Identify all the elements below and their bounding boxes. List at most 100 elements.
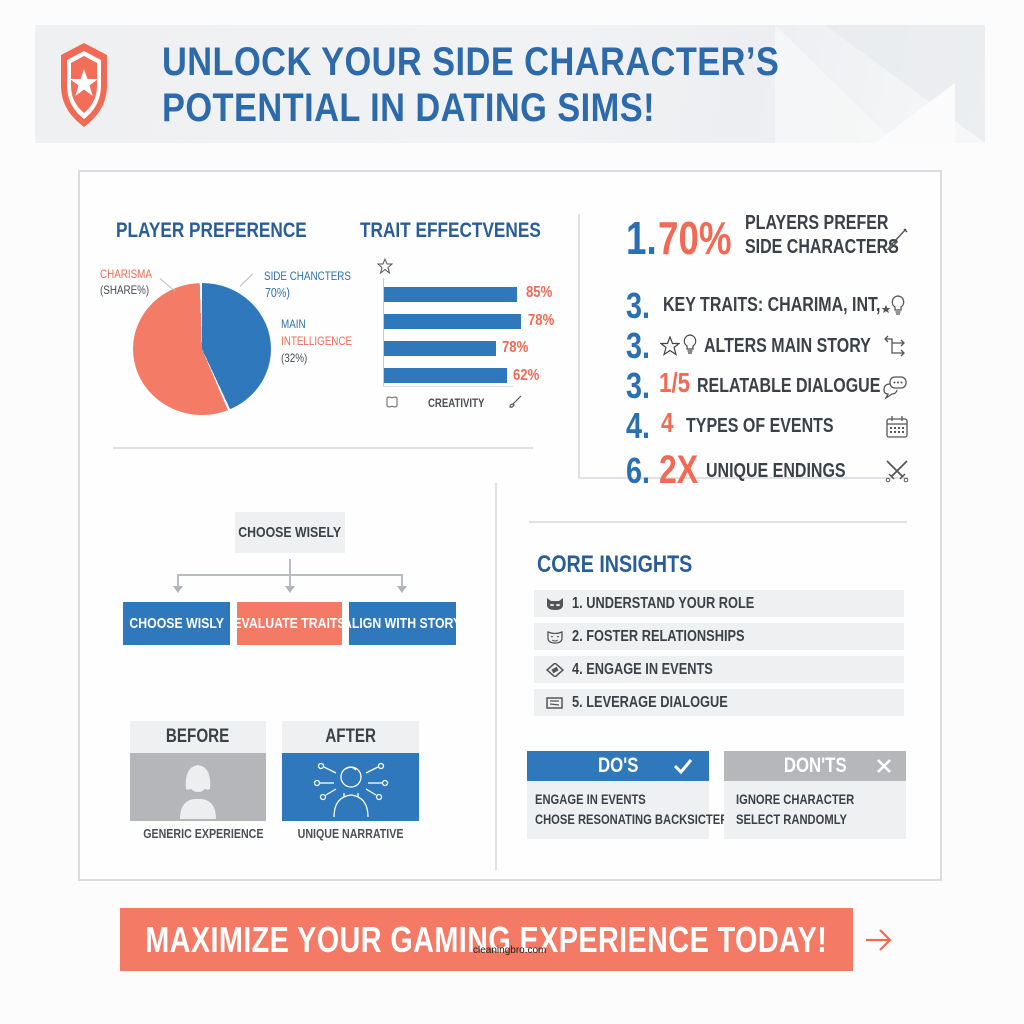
divider-vertical-bottom — [495, 483, 497, 870]
arrow-down-icon — [173, 586, 183, 593]
core-insights-title: CORE INSIGHTS — [537, 551, 693, 578]
before-image — [130, 753, 266, 821]
star-lightbulb-icon — [881, 295, 905, 315]
bar-1-value: 85% — [526, 284, 553, 301]
pie-label-intelligence: INTELLIGENCE — [281, 334, 353, 348]
pie-label-side: SIDE CHANCTERS — [264, 269, 351, 283]
flow-node-label: ALIGN WITH STORY — [343, 615, 462, 632]
arrow-down-icon — [397, 586, 407, 593]
after-title: AFTER — [282, 721, 419, 753]
generic-person-icon — [180, 765, 216, 819]
mask-icon — [547, 597, 563, 610]
unique-person-network-icon — [313, 762, 389, 818]
pie-label-main: MAIN — [281, 317, 306, 331]
bar-chart-x-label: CREATIVITY — [428, 396, 485, 410]
divider-horizontal-left — [113, 447, 533, 449]
donts-header: DON'TS — [724, 751, 906, 781]
stat-5-number: 4. — [626, 405, 651, 446]
dos-title: DO'S — [597, 754, 639, 777]
donts-body: IGNORE CHARACTER SELECT RANDOMLY — [724, 781, 906, 839]
divider-vertical-top — [578, 214, 580, 478]
bar-4 — [384, 368, 507, 383]
theater-mask-icon — [547, 630, 563, 644]
pie-label-charisma-value: (SHARE%) — [100, 283, 150, 297]
dos-item: ENGAGE IN EVENTS — [535, 791, 646, 807]
bar-2 — [384, 314, 521, 329]
dos-body: ENGAGE IN EVENTS CHOSE RESONATING BACKSI… — [527, 781, 736, 839]
dos-item: CHOSE RESONATING BACKSICTERS — [535, 811, 736, 827]
donts-card: DON'TS IGNORE CHARACTER SELECT RANDOMLY — [724, 751, 906, 839]
dos-card: DO'S ENGAGE IN EVENTS CHOSE RESONATING B… — [527, 751, 736, 839]
dialogue-card-icon — [546, 696, 563, 709]
donts-item: SELECT RANDOMLY — [736, 811, 847, 827]
insight-item: 2. FOSTER RELATIONSHIPS — [534, 623, 904, 650]
divider-horizontal-right — [529, 521, 907, 523]
scroll-icon — [386, 396, 398, 408]
arrow-down-icon — [285, 586, 295, 593]
chat-bubbles-icon — [883, 376, 907, 400]
stat-4-accent: 1/5 — [659, 367, 691, 398]
flow-connector — [289, 559, 291, 574]
stat-6-text: UNIQUE ENDINGS — [706, 460, 846, 482]
stat-1-text-line1: PLAYERS PREFER — [745, 212, 889, 234]
insight-label: 1. UNDERSTAND YOUR ROLE — [572, 594, 755, 612]
before-title: BEFORE — [130, 721, 266, 753]
bar-3 — [384, 341, 496, 356]
bar-chart-x-axis — [383, 386, 513, 387]
player-preference-title: PLAYER PREFERENCE — [116, 219, 307, 242]
after-card: AFTER — [282, 721, 419, 821]
cta-button[interactable]: MAXIMIZE YOUR GAMING EXPERIENCE TODAY! — [120, 908, 853, 971]
dos-header: DO'S — [527, 751, 709, 781]
star-outline-icon — [377, 258, 393, 274]
title-line-2: POTENTIAL IN DATING SIMS! — [162, 86, 655, 130]
bar-1 — [384, 287, 517, 302]
brush-icon — [885, 228, 908, 251]
cta-label: MAXIMIZE YOUR GAMING EXPERIENCE TODAY! — [145, 918, 828, 960]
ticket-icon — [546, 662, 564, 677]
close-x-icon — [877, 759, 891, 773]
bar-chart-y-axis — [383, 278, 384, 386]
insight-item: 5. LEVERAGE DIALOGUE — [534, 689, 904, 716]
flow-root-label: CHOOSE WISELY — [238, 524, 342, 541]
flow-node-label: EVALUATE TRAITS — [233, 615, 346, 632]
arrow-right-icon[interactable] — [862, 920, 894, 960]
branch-arrows-icon — [884, 335, 905, 357]
stat-1-text-line2: SIDE CHARACTERS — [745, 236, 899, 258]
bar-2-value: 78% — [528, 312, 555, 329]
stat-1-accent: 70% — [658, 212, 732, 264]
stat-2-text: KEY TRAITS: CHARIMA, INT, — [663, 294, 881, 316]
title-line-1: UNLOCK YOUR SIDE CHARACTER’S — [162, 40, 780, 84]
before-card: BEFORE — [130, 721, 266, 821]
stat-2-number: 3. — [626, 285, 651, 326]
stat-4-number: 3. — [626, 365, 651, 406]
donts-title: DON'TS — [783, 754, 847, 777]
before-caption: GENERIC EXPERIENCE — [143, 826, 264, 841]
pie-label-charisma: CHARISMA — [100, 267, 152, 281]
flow-connector — [177, 574, 179, 586]
flow-node-choose: CHOOSE WISLY — [123, 602, 230, 645]
divider-horizontal-right-top — [578, 477, 908, 479]
stat-3-number: 3. — [626, 325, 651, 366]
trait-effectiveness-title: TRAIT EFFECTVENES — [360, 219, 541, 242]
stat-5-accent: 4 — [661, 407, 674, 438]
player-preference-pie-chart — [133, 283, 271, 415]
star-outline-icon — [660, 336, 680, 356]
flow-node-align: ALIGN WITH STORY — [343, 602, 462, 645]
stat-6-accent: 2X — [659, 448, 699, 492]
stat-6-number: 6. — [626, 450, 651, 491]
header-banner: UNLOCK YOUR SIDE CHARACTER’S POTENTIAL I… — [35, 25, 985, 143]
checkmark-icon — [673, 759, 693, 775]
insight-item: 1. UNDERSTAND YOUR ROLE — [534, 590, 904, 617]
shield-star-icon — [61, 43, 107, 127]
insight-label: 2. FOSTER RELATIONSHIPS — [572, 627, 745, 645]
flow-node-evaluate: EVALUATE TRAITS — [233, 602, 346, 645]
flow-root-node: CHOOSE WISELY — [235, 512, 345, 553]
lightbulb-icon — [683, 334, 697, 354]
watermark: cleaningbro.com — [473, 945, 547, 956]
pie-label-side-value: 70%) — [265, 285, 290, 300]
flow-connector — [401, 574, 403, 586]
bar-3-value: 78% — [502, 339, 529, 356]
stat-1-number: 1. — [626, 212, 657, 264]
flow-connector — [289, 574, 291, 586]
stat-3-text: ALTERS MAIN STORY — [704, 335, 871, 357]
